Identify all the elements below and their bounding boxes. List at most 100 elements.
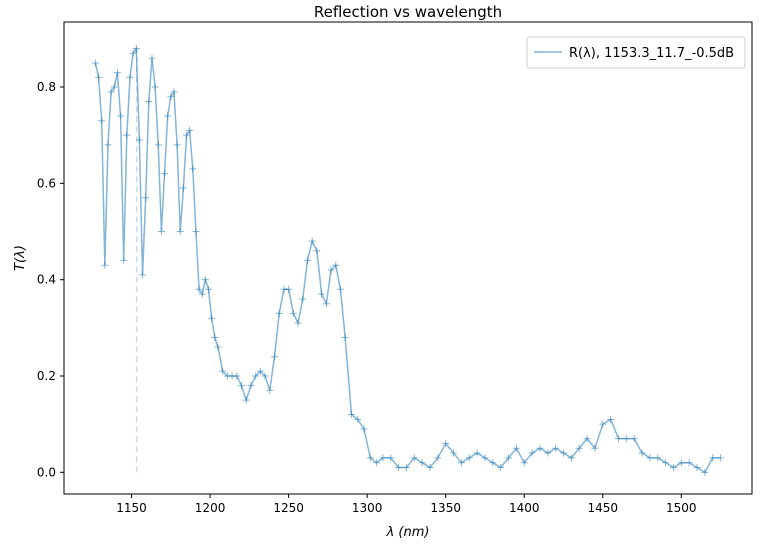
data-point [195,285,203,293]
data-point [418,459,426,467]
data-point [614,435,622,443]
data-point [693,464,701,472]
data-point [591,444,599,452]
data-point [303,256,311,264]
data-point [630,435,638,443]
data-point [560,449,568,457]
y-tick-label: 0.8 [37,80,56,94]
data-point [646,454,654,462]
data-point [465,454,473,462]
data-point [219,367,227,375]
data-point [192,228,200,236]
x-axis-label: λ (nm) [386,525,430,540]
data-point [285,285,293,293]
y-axis-label: T(λ) [13,245,28,271]
y-tick-label: 0.2 [37,369,56,383]
data-point [654,454,662,462]
data-point [164,112,172,120]
data-point [139,271,147,279]
data-point [275,309,283,317]
x-tick-label: 1350 [430,501,461,515]
data-point [186,126,194,134]
data-point [132,44,140,52]
data-point [473,449,481,457]
data-point [520,459,528,467]
data-point [497,464,505,472]
data-point [101,261,109,269]
data-point [179,184,187,192]
data-point [717,454,725,462]
data-point [544,449,552,457]
data-point [95,73,103,81]
data-point [145,97,153,105]
data-point [91,59,99,67]
data-point [247,382,255,390]
legend-box [526,36,746,69]
data-point [201,276,209,284]
data-point [489,459,497,467]
data-point [256,367,264,375]
data-point [170,88,178,96]
x-tick-label: 1400 [509,501,540,515]
data-point [354,415,362,423]
data-point [183,131,191,139]
data-point [129,49,137,57]
data-point [120,256,128,264]
data-point [373,459,381,467]
data-point [552,444,560,452]
data-point [117,112,125,120]
data-point [299,295,307,303]
data-point [261,372,269,380]
data-point [442,439,450,447]
data-point [211,333,219,341]
data-point [173,141,181,149]
data-point [426,464,434,472]
data-point [148,54,156,62]
data-point [318,290,326,298]
data-point [607,415,615,423]
data-point [677,459,685,467]
y-tick-label: 0.6 [37,176,56,190]
x-tick-label: 1150 [116,501,147,515]
x-tick-label: 1300 [352,501,383,515]
data-point [242,396,250,404]
data-point [313,247,321,255]
chart-title: Reflection vs wavelength [314,3,502,21]
data-point [505,454,513,462]
plot-layer [91,44,725,476]
data-point [154,141,162,149]
data-point [567,454,575,462]
data-point [252,372,260,380]
y-tick-label: 0.4 [37,273,56,287]
data-point [107,88,115,96]
y-tick-label: 0.0 [37,465,56,479]
data-point [638,449,646,457]
data-point [214,343,222,351]
data-point [151,83,159,91]
data-point [332,261,340,269]
data-point [189,165,197,173]
data-point [457,459,465,467]
legend: R(λ), 1153.3_11.7_-0.5dB [526,36,746,69]
x-tick-label: 1200 [195,501,226,515]
data-point [167,93,175,101]
data-point [662,459,670,467]
series-line [94,46,721,474]
data-point [322,300,330,308]
data-point [294,319,302,327]
x-tick-label: 1250 [273,501,304,515]
data-point [135,136,143,144]
data-point [126,73,134,81]
data-point [512,444,520,452]
data-point [528,449,536,457]
data-point [266,386,274,394]
x-tick-label: 1500 [666,501,697,515]
data-point [270,353,278,361]
data-point [434,454,442,462]
data-point [599,420,607,428]
data-point [450,449,458,457]
data-point [622,435,630,443]
data-point [685,459,693,467]
